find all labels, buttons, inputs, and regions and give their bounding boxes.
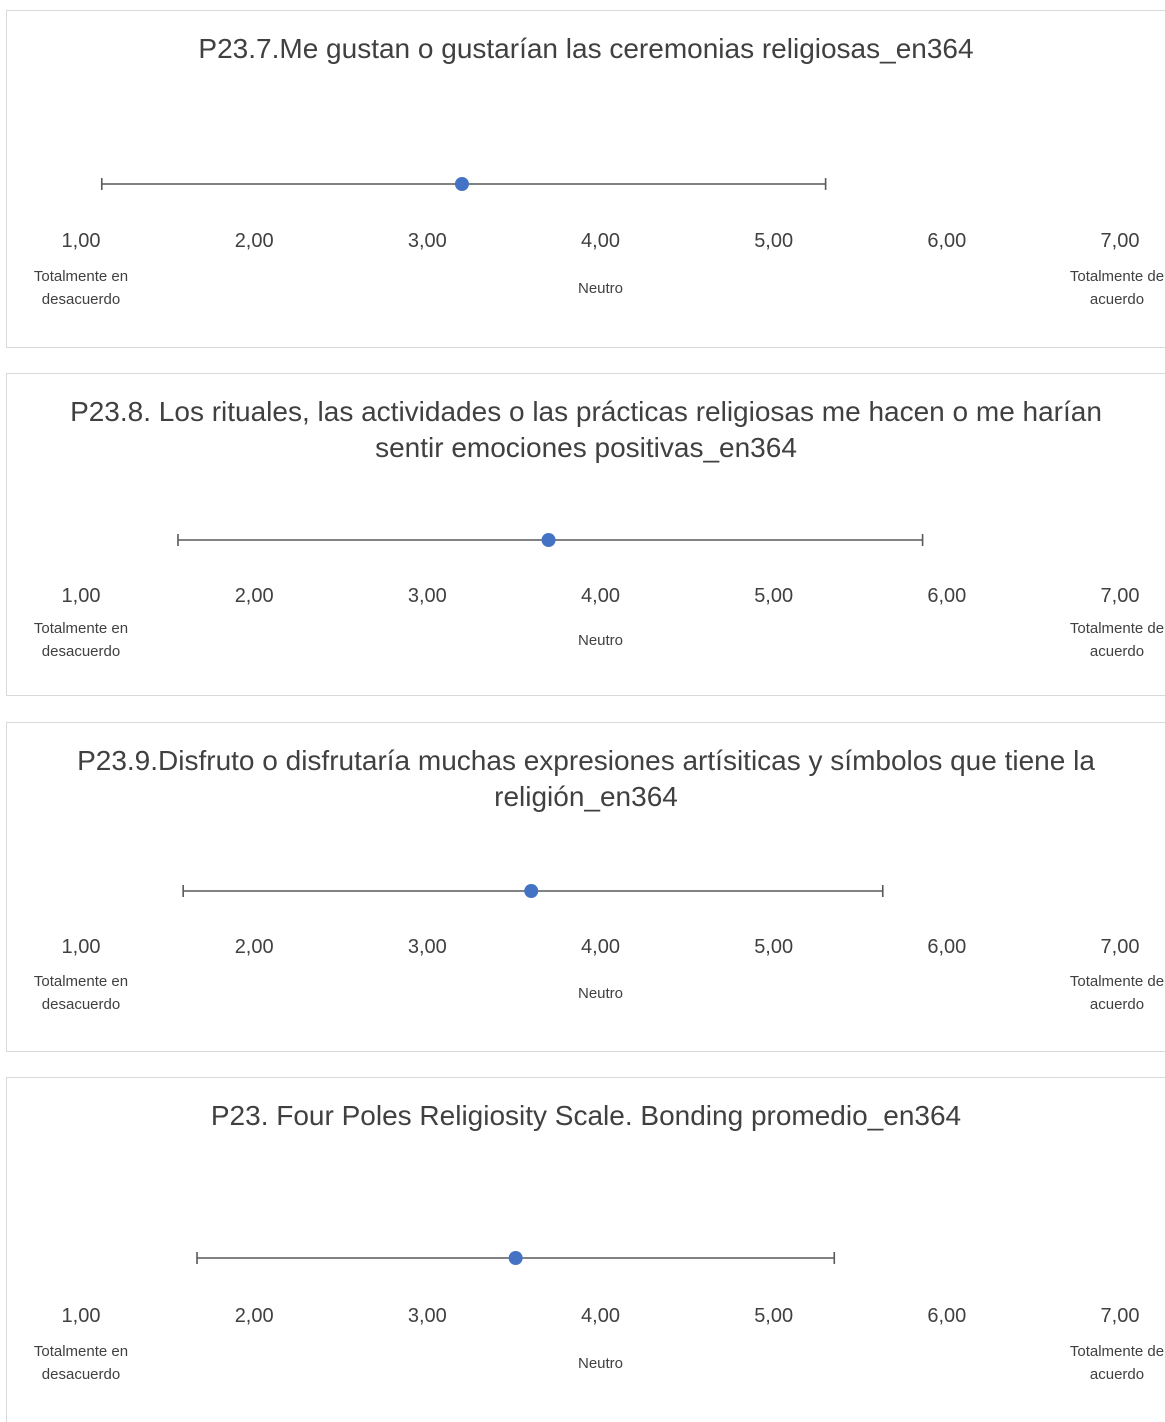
chart-title: P23.8. Los rituales, las actividades o l… (70, 396, 1102, 463)
x-tick-label: 7,00 (1100, 585, 1140, 607)
chart-title: P23.7.Me gustan o gustarían las ceremoni… (198, 33, 974, 64)
chart-panel-p23-7: P23.7.Me gustan o gustarían las ceremoni… (6, 10, 1165, 348)
x-tick-label: 6,00 (927, 1305, 967, 1327)
anchor-high-label: Totalmente de acuerdo (1069, 973, 1165, 1013)
chart-panel-p23-8: P23.8. Los rituales, las actividades o l… (6, 373, 1165, 696)
x-tick-label: 5,00 (754, 585, 794, 607)
mean-marker (541, 533, 556, 547)
x-tick-label: 3,00 (407, 1305, 447, 1327)
mean-marker (508, 1251, 523, 1265)
x-tick-label: 5,00 (754, 936, 794, 958)
chart-title: P23.9.Disfruto o disfrutaría muchas expr… (77, 745, 1095, 812)
x-tick-label: 7,00 (1100, 936, 1140, 958)
plot-area (182, 884, 884, 898)
plot-area (100, 177, 827, 191)
x-tick-label: 4,00 (581, 1305, 620, 1327)
anchor-mid-label: Neutro (577, 632, 624, 649)
x-tick-label: 1,00 (61, 585, 101, 607)
plot-area (196, 1251, 836, 1265)
x-tick-label: 1,00 (61, 230, 101, 252)
anchor-high-label: Totalmente de acuerdo (1069, 268, 1165, 308)
chart-title: P23. Four Poles Religiosity Scale. Bondi… (210, 1100, 962, 1131)
mean-marker (454, 177, 469, 191)
x-tick-label: 4,00 (581, 585, 620, 607)
mean-marker (524, 884, 539, 898)
x-tick-label: 1,00 (61, 1305, 101, 1327)
chart-panel-p23-9: P23.9.Disfruto o disfrutaría muchas expr… (6, 722, 1165, 1052)
anchor-low-label: Totalmente en desacuerdo (33, 1343, 129, 1383)
x-tick-label: 4,00 (581, 230, 620, 252)
anchor-mid-label: Neutro (577, 985, 624, 1002)
x-tick-label: 3,00 (407, 230, 447, 252)
x-tick-label: 5,00 (754, 230, 794, 252)
anchor-low-label: Totalmente en desacuerdo (33, 268, 129, 308)
x-tick-label: 1,00 (61, 936, 101, 958)
x-tick-label: 2,00 (234, 585, 274, 607)
x-tick-label: 4,00 (581, 936, 620, 958)
x-tick-label: 7,00 (1100, 1305, 1140, 1327)
x-tick-label: 6,00 (927, 585, 967, 607)
chart-panel-p23-bonding: P23. Four Poles Religiosity Scale. Bondi… (6, 1077, 1165, 1422)
x-tick-label: 2,00 (234, 1305, 274, 1327)
x-tick-label: 3,00 (407, 585, 447, 607)
anchor-high-label: Totalmente de acuerdo (1069, 1343, 1165, 1383)
anchor-low-label: Totalmente en desacuerdo (33, 620, 129, 660)
x-tick-label: 7,00 (1100, 230, 1140, 252)
x-tick-label: 6,00 (927, 936, 967, 958)
x-tick-label: 3,00 (407, 936, 447, 958)
anchor-high-label: Totalmente de acuerdo (1069, 620, 1165, 660)
x-tick-label: 2,00 (234, 230, 274, 252)
anchor-mid-label: Neutro (577, 280, 624, 297)
plot-area (177, 533, 924, 547)
x-tick-label: 2,00 (234, 936, 274, 958)
x-tick-label: 6,00 (927, 230, 967, 252)
anchor-low-label: Totalmente en desacuerdo (33, 973, 129, 1013)
anchor-mid-label: Neutro (577, 1355, 624, 1372)
x-tick-label: 5,00 (754, 1305, 794, 1327)
